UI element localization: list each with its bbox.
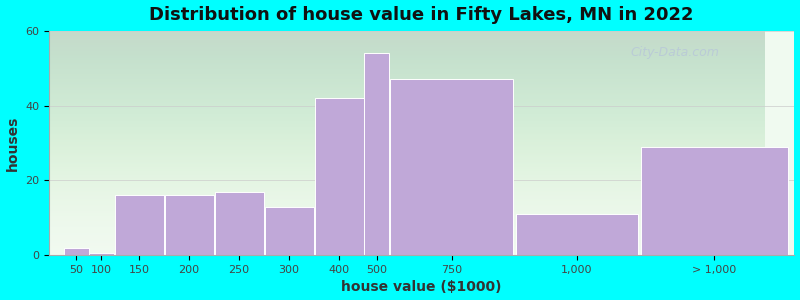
Bar	[214, 192, 263, 255]
Bar	[365, 53, 389, 255]
Bar	[64, 248, 89, 255]
Y-axis label: houses: houses	[6, 115, 19, 171]
Bar	[165, 195, 214, 255]
Bar	[114, 195, 163, 255]
X-axis label: house value ($1000): house value ($1000)	[342, 280, 502, 294]
Bar	[515, 214, 638, 255]
Text: City-Data.com: City-Data.com	[630, 46, 719, 59]
Bar	[641, 147, 788, 255]
Bar	[314, 98, 364, 255]
Bar	[390, 79, 513, 255]
Bar	[90, 253, 114, 255]
Title: Distribution of house value in Fifty Lakes, MN in 2022: Distribution of house value in Fifty Lak…	[150, 6, 694, 24]
Bar	[265, 206, 314, 255]
